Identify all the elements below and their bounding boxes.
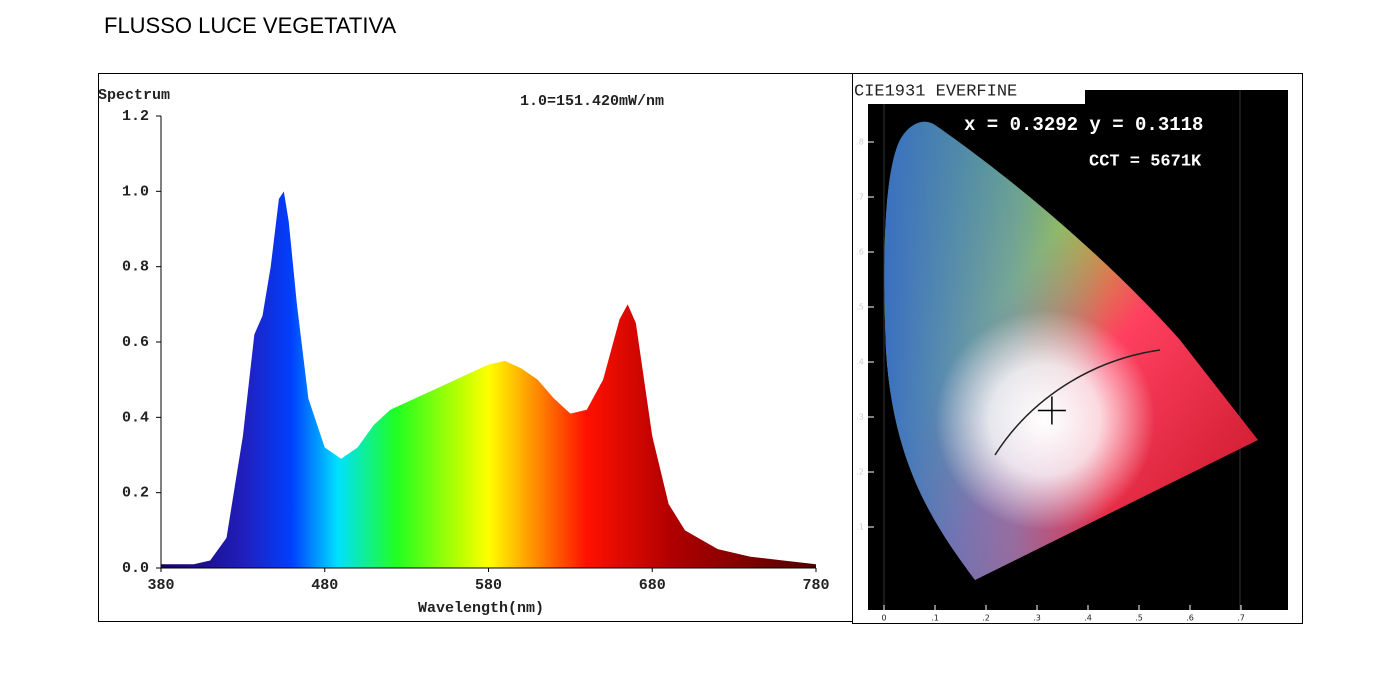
x-tick-label: .7	[1237, 614, 1245, 623]
y-tick-label: .4	[856, 358, 864, 367]
page-title: FLUSSO LUCE VEGETATIVA	[104, 13, 397, 38]
x-tick-label: 780	[802, 577, 829, 594]
coordinates: x = 0.3292 y = 0.3118	[964, 114, 1203, 136]
planck-locus	[994, 349, 1161, 456]
annotation: 1.0=151.420mW/nm	[520, 93, 664, 110]
x-tick-label: .4	[1084, 614, 1092, 623]
y-tick-label: .3	[856, 413, 864, 422]
cie-white	[884, 121, 1258, 580]
x-tick-label: 380	[147, 577, 174, 594]
x-tick-label: 580	[475, 577, 502, 594]
y-tick-label: 0.2	[122, 485, 149, 502]
y-tick-label: 0.8	[122, 259, 149, 276]
x-tick-label: 680	[639, 577, 666, 594]
cie-title: CIE1931 EVERFINE	[854, 82, 1017, 101]
chromaticity-point	[1037, 396, 1066, 425]
x-axis-title: Wavelength(nm)	[418, 600, 544, 617]
y-tick-label: 1.2	[122, 108, 149, 125]
y-tick-label: .6	[856, 248, 864, 257]
x-tick-label: .1	[931, 614, 939, 623]
y-tick-label: 0.6	[122, 334, 149, 351]
x-tick-label: 480	[311, 577, 338, 594]
y-tick-label: 0.0	[122, 560, 149, 577]
y-axis-title: Spectrum	[98, 87, 170, 104]
cie-grid	[883, 90, 1241, 610]
cie-title-bg	[853, 78, 1085, 104]
y-tick-label: .1	[856, 523, 864, 532]
y-tick-label: 1.0	[122, 183, 149, 200]
x-tick-label: 0	[881, 614, 886, 623]
y-tick-label: .8	[856, 138, 864, 147]
y-tick-label: 0.4	[122, 409, 149, 426]
x-tick-label: .3	[1033, 614, 1041, 623]
cct: CCT = 5671K	[1089, 152, 1202, 171]
y-tick-label: .7	[856, 193, 864, 202]
y-tick-label: .2	[856, 468, 864, 477]
spectrum-area	[161, 191, 816, 569]
x-tick-label: .6	[1186, 614, 1194, 623]
x-tick-label: .5	[1135, 614, 1143, 623]
y-tick-label: .5	[856, 303, 864, 312]
x-tick-label: .2	[982, 614, 990, 623]
